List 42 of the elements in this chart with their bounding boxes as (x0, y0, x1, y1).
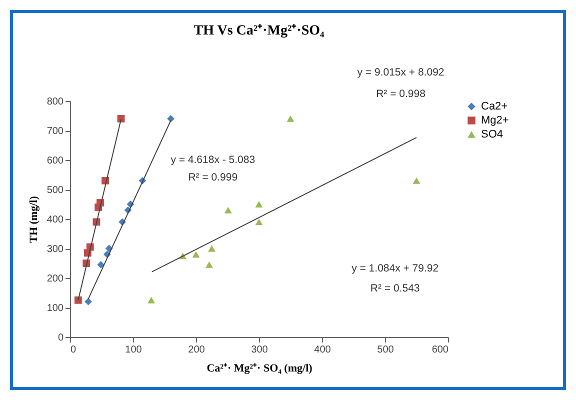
y-tick-label: 300 (46, 244, 64, 255)
y-tick-label: 200 (46, 274, 64, 284)
x-tick-label: 0 (70, 344, 76, 356)
x-tick-label: 500 (377, 344, 394, 356)
point (286, 115, 294, 122)
y-tick-label: 700 (46, 126, 64, 137)
y-tick-label: 800 (46, 96, 64, 108)
x-tick-label: 200 (188, 344, 206, 356)
annotation: y = 4.618x - 5.083 (170, 154, 256, 166)
y-tick-label: 400 (46, 214, 64, 226)
legend-label: SO4 (481, 128, 504, 140)
point (97, 261, 105, 268)
y-tick-label: 500 (46, 185, 64, 196)
point (255, 201, 263, 208)
y-tick-label: 100 (46, 303, 64, 314)
legend-label: Ca2+ (481, 100, 508, 112)
x-tick-label: 300 (251, 344, 268, 356)
legend-label: Mg2+ (481, 114, 509, 126)
x-tick-label: 400 (314, 344, 332, 356)
text: R² = 0.998 (376, 88, 426, 100)
point (167, 114, 175, 122)
annotation: y = 1.084x + 79.92 (352, 262, 439, 275)
annotation: R² = 0.543 (370, 282, 420, 295)
y-tick-label: 600 (46, 156, 64, 166)
y-tick-label: 0 (58, 332, 64, 344)
point (208, 245, 216, 252)
y-axis-title: TH (mg/l) (28, 196, 40, 243)
annotation: R² = 0.999 (188, 172, 238, 184)
point (117, 114, 125, 122)
point (148, 296, 155, 304)
point (192, 251, 200, 258)
point (255, 218, 263, 226)
point (224, 206, 232, 214)
chart-title: TH Vs Ca²⁺·Mg²⁺·SO₄ (194, 24, 326, 39)
point (74, 296, 82, 304)
x-tick-label: 600 (432, 344, 449, 356)
x-tick-label: 100 (125, 344, 142, 356)
point (84, 298, 92, 306)
text: y = 9.015x + 8.092 (357, 66, 444, 79)
point (412, 177, 420, 184)
point (206, 262, 213, 268)
x-axis-title: Ca²⁺· Mg²⁺· SO₄ (mg/l) (206, 362, 313, 374)
